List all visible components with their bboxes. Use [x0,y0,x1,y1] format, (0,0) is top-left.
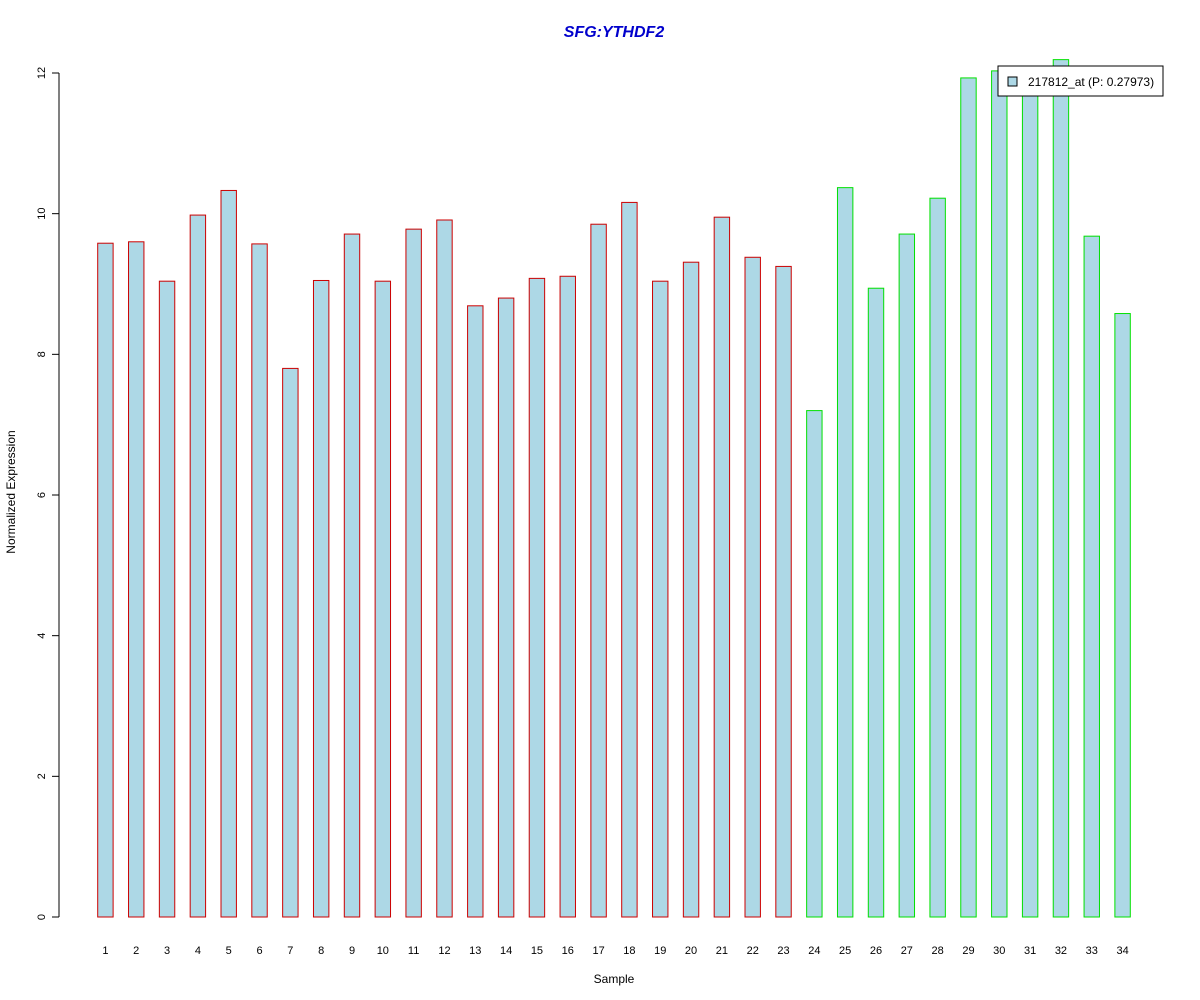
bar-sample-30 [991,70,1008,918]
x-tick-label-4: 4 [195,945,201,957]
y-tick-label: 10 [36,208,48,220]
x-tick-label-25: 25 [839,945,851,957]
x-tick-label-15: 15 [531,945,543,957]
legend-box [997,65,1164,97]
bar-sample-17 [590,223,607,918]
x-tick-label-16: 16 [562,945,574,957]
bar-sample-12 [436,219,453,918]
x-axis-label: Sample [594,972,635,986]
x-tick-label-1: 1 [102,945,108,957]
x-tick-label-24: 24 [808,945,820,957]
x-tick-label-23: 23 [777,945,789,957]
x-tick-label-18: 18 [623,945,635,957]
y-tick-label: 0 [36,914,48,920]
bar-sample-7 [282,367,299,918]
y-axis: 0 2 4 6 8 10 12 [36,67,60,920]
bar-sample-6 [251,243,268,918]
bar-sample-28 [929,197,946,918]
bar-sample-34 [1114,313,1131,918]
bar-sample-19 [652,280,669,918]
legend-entry-label: 217812_at (P: 0.27973) [1028,75,1154,89]
legend-swatch [1007,76,1018,87]
bar-sample-4 [189,214,207,918]
bar-sample-26 [867,287,885,918]
bar-sample-8 [312,279,330,918]
bar-sample-18 [621,201,638,918]
x-tick-label-21: 21 [716,945,728,957]
x-tick-label-27: 27 [901,945,913,957]
x-tick-label-14: 14 [500,945,512,957]
bar-sample-24 [806,410,823,918]
x-tick-label-33: 33 [1086,945,1098,957]
x-tick-label-17: 17 [592,945,604,957]
bar-sample-11 [405,228,422,918]
bars [97,59,1131,918]
x-tick-label-12: 12 [438,945,450,957]
x-tick-label-6: 6 [256,945,262,957]
x-tick-label-34: 34 [1116,945,1128,957]
y-tick-label: 2 [36,773,48,779]
x-tick-label-5: 5 [226,945,232,957]
x-tick-label-3: 3 [164,945,170,957]
x-tick-label-30: 30 [993,945,1005,957]
x-tick-label-19: 19 [654,945,666,957]
x-axis-ticks: 1 2 3 4 5 6 7 8 9 10 11 12 13 14 15 16 17 18 19 20 21 22 23 24 2… [102,945,1128,957]
bar-sample-31 [1021,90,1039,918]
x-tick-label-31: 31 [1024,945,1036,957]
bar-sample-27 [898,233,916,918]
x-tick-label-20: 20 [685,945,697,957]
bar-sample-21 [713,216,731,918]
y-tick-label: 12 [36,67,48,79]
bar-sample-1 [97,242,114,918]
bar-sample-20 [682,261,700,918]
chart-title: SFG:YTHDF2 [564,24,665,41]
bar-sample-22 [744,256,761,918]
bar-sample-5 [220,189,237,918]
x-tick-label-9: 9 [349,945,355,957]
bar-sample-14 [497,297,515,918]
bar-sample-3 [158,280,176,918]
x-tick-label-2: 2 [133,945,139,957]
bar-sample-23 [775,265,792,918]
x-tick-label-13: 13 [469,945,481,957]
bar-sample-32 [1052,59,1070,918]
x-tick-label-11: 11 [408,945,419,957]
bar-sample-13 [467,305,484,918]
bar-sample-2 [128,241,145,918]
x-tick-label-8: 8 [318,945,324,957]
y-tick-label: 8 [36,351,48,357]
y-tick-label: 6 [36,492,48,498]
x-tick-label-22: 22 [747,945,759,957]
bar-sample-33 [1083,235,1100,918]
x-tick-label-7: 7 [287,945,293,957]
legend: 217812_at (P: 0.27973) [997,65,1164,97]
bar-sample-10 [374,280,392,918]
x-tick-label-26: 26 [870,945,882,957]
x-tick-label-10: 10 [377,945,389,957]
y-axis-label: Normalized Expression [4,430,18,553]
y-tick-label: 4 [36,633,48,639]
bar-sample-16 [559,275,576,918]
x-tick-label-32: 32 [1055,945,1067,957]
bar-sample-9 [343,233,361,918]
bar-sample-29 [960,77,977,918]
x-tick-label-28: 28 [932,945,944,957]
x-tick-label-29: 29 [962,945,974,957]
bar-sample-25 [836,187,854,918]
bar-sample-15 [528,277,546,918]
